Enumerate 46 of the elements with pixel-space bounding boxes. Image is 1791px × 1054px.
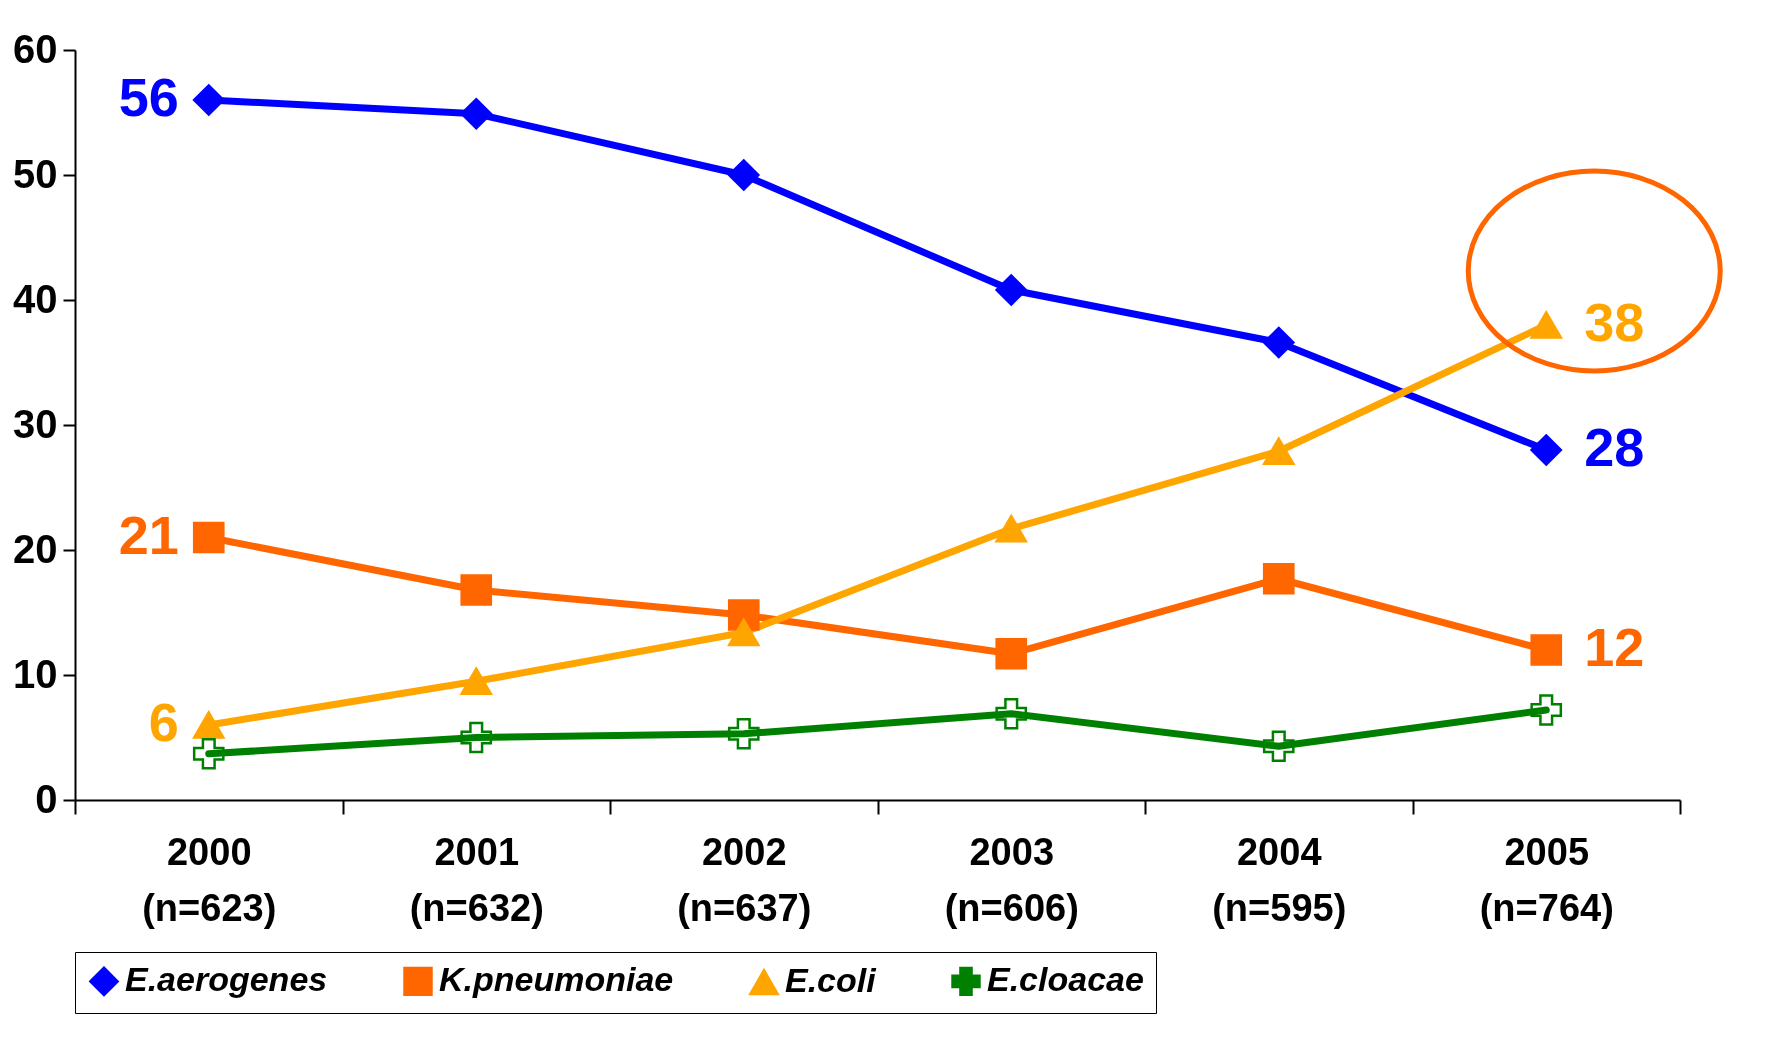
point <box>995 274 1028 306</box>
point <box>1262 437 1295 466</box>
y-tick-label: 0 <box>35 776 58 821</box>
y-tick-label: 20 <box>13 526 58 571</box>
point <box>460 574 493 606</box>
point <box>1262 326 1295 359</box>
point <box>1530 694 1563 726</box>
x-tick-label: 2003 (n=606) <box>944 830 1079 929</box>
point <box>1530 434 1563 466</box>
point <box>1530 634 1563 666</box>
point <box>460 721 493 754</box>
data-label: 56 <box>118 67 179 127</box>
data-label: 28 <box>1584 417 1645 477</box>
x-tick-label: 2002 (n=637) <box>677 830 812 929</box>
x-tick-label: 2001 (n=632) <box>409 830 544 929</box>
point <box>1262 730 1295 763</box>
legend-label: E.aerogenes <box>125 960 328 999</box>
legend-label: E.cloacae <box>987 960 1144 999</box>
y-tick-label: 60 <box>13 26 58 71</box>
point <box>460 667 493 696</box>
point <box>995 697 1028 730</box>
data-label: 38 <box>1584 292 1645 352</box>
y-tick-label: 10 <box>13 651 58 696</box>
y-tick-label: 30 <box>13 401 58 446</box>
x-tick-label: 2005 (n=764) <box>1479 830 1614 929</box>
data-label: 21 <box>118 504 179 565</box>
point <box>1530 311 1563 339</box>
y-tick-label: 40 <box>13 276 58 321</box>
point <box>192 711 225 739</box>
x-tick-label: 2004 (n=595) <box>1212 830 1347 929</box>
point <box>995 637 1028 670</box>
point <box>995 514 1028 543</box>
x-tick-label: 2000 (n=623) <box>142 830 277 929</box>
point <box>727 159 760 191</box>
legend-label: K.pneumoniae <box>439 960 674 999</box>
point <box>727 618 760 647</box>
point <box>460 97 493 130</box>
legend-label: E.coli <box>785 961 878 1000</box>
point <box>192 737 225 770</box>
point <box>192 521 225 554</box>
y-tick-label: 50 <box>13 151 58 196</box>
point <box>1262 562 1295 595</box>
data-label: 12 <box>1584 617 1645 677</box>
data-label: 6 <box>148 692 179 752</box>
point <box>727 717 760 750</box>
point <box>192 84 225 116</box>
